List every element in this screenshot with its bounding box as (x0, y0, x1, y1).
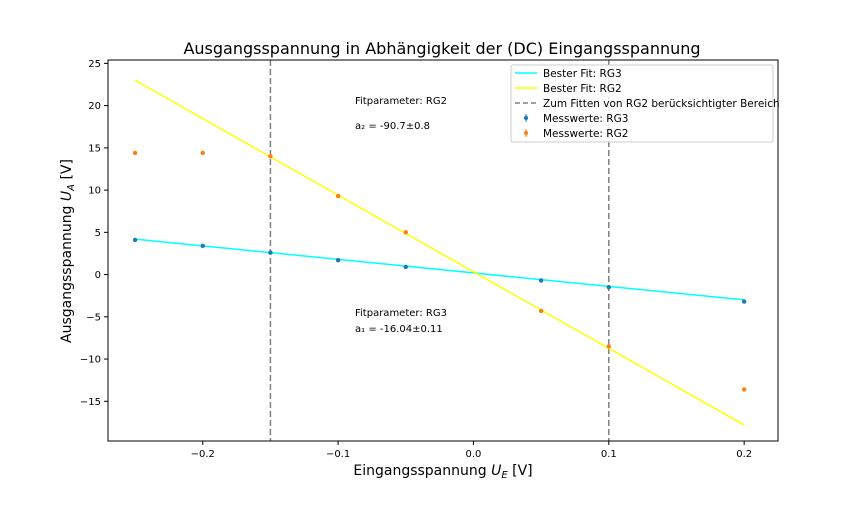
plot-frame (107, 59, 779, 442)
fit-annotation-rg3-value: a₁ = -16.04±0.11 (355, 324, 443, 335)
legend-label-range: Zum Fitten von RG2 berücksichtigter Bere… (543, 98, 780, 110)
fit-annotation-rg3-title: Fitparameter: RG3 (355, 308, 447, 319)
data-point-rg3 (606, 285, 612, 290)
legend-box (510, 64, 774, 143)
legend-label-data-rg3: Messwerte: RG3 (543, 113, 628, 125)
data-point-rg2 (335, 193, 341, 199)
data-point-rg3 (268, 250, 273, 255)
legend: Bester Fit: RG3 Bester Fit: RG2 Zum Fitt… (510, 64, 780, 143)
fit-annotation-rg2-value: a₂ = -90.7±0.8 (355, 121, 430, 132)
y-axis: −15 −10 −5 0 5 10 15 20 25 (80, 59, 108, 408)
legend-label-data-rg2: Messwerte: RG2 (543, 128, 628, 140)
data-point-rg3 (132, 237, 138, 243)
fit-annotation-rg2-title: Fitparameter: RG2 (355, 96, 447, 107)
fit-line-rg2 (134, 79, 745, 426)
y-tick-label: −15 (80, 397, 101, 408)
x-axis-title: Eingangsspannung UE [V] (353, 463, 532, 481)
data-point-rg3 (200, 243, 205, 249)
legend-label-fit-rg2: Bester Fit: RG2 (543, 83, 622, 95)
data-point-rg3 (538, 278, 544, 283)
y-axis-title: Ausgangsspannung UA [V] (59, 159, 77, 343)
data-point-rg2 (200, 150, 205, 156)
y-tick-label: 15 (88, 143, 101, 154)
x-tick-label: 0.1 (601, 449, 617, 460)
y-tick-label: 10 (88, 186, 101, 197)
data-point-rg2 (538, 308, 544, 314)
x-tick-label: −0.2 (191, 449, 215, 460)
x-axis: −0.2 −0.1 0.0 0.1 0.2 (191, 441, 752, 460)
chart-title: Ausgangsspannung in Abhängigkeit der (DC… (183, 39, 700, 58)
data-point-rg3 (403, 264, 408, 270)
y-tick-label: −5 (86, 312, 101, 323)
y-tick-label: 25 (88, 59, 101, 70)
data-point-rg3 (335, 258, 341, 263)
x-tick-label: 0.0 (466, 449, 482, 460)
data-point-rg2 (132, 150, 138, 156)
fit-line-rg3 (134, 238, 745, 301)
data-point-rg2 (741, 387, 747, 392)
y-tick-label: 20 (88, 101, 101, 112)
data-point-rg3 (741, 299, 747, 304)
y-tick-label: −10 (80, 355, 101, 366)
data-point-rg2 (403, 230, 408, 235)
x-tick-label: 0.2 (736, 449, 752, 460)
y-tick-label: 5 (95, 228, 101, 239)
legend-swatch-data-rg3 (524, 114, 528, 122)
x-tick-label: −0.1 (326, 449, 350, 460)
data-point-rg2 (268, 154, 273, 159)
legend-swatch-data-rg2 (524, 129, 528, 137)
legend-label-fit-rg3: Bester Fit: RG3 (543, 68, 622, 80)
y-tick-label: 0 (95, 270, 101, 281)
data-point-rg2 (606, 344, 612, 349)
